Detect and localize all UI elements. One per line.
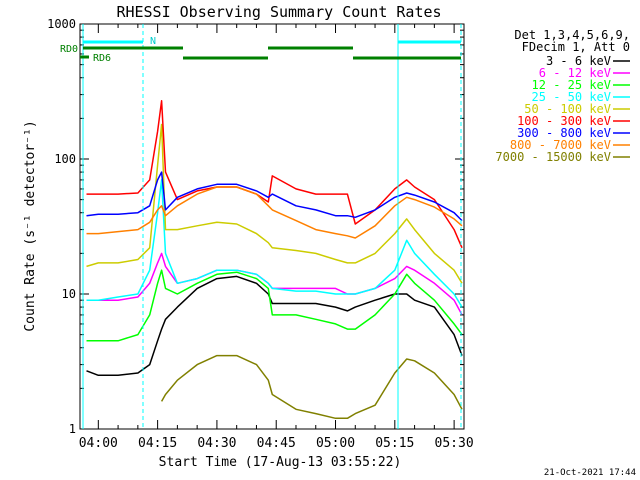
x-tick-label: 04:00 — [79, 436, 118, 451]
x-tick-label: 04:45 — [257, 436, 296, 451]
series-line-7 — [86, 186, 463, 239]
footer-timestamp: 21-Oct-2021 17:44 — [544, 468, 636, 478]
y-tick-label: 1000 — [47, 17, 76, 31]
series-line-4 — [86, 123, 463, 284]
night-label: N — [150, 36, 156, 47]
legend-header-line-1: Det 1,3,4,5,6,9, — [514, 28, 630, 42]
y-axis-label: Count Rate (s⁻¹ detector⁻¹) — [23, 120, 38, 331]
series-line-6 — [86, 171, 463, 222]
series-line-5 — [86, 100, 463, 249]
legend-label-1: 6 - 12 keV — [539, 66, 611, 80]
x-tick-label: 04:15 — [138, 436, 177, 451]
chart-title: RHESSI Observing Summary Count Rates — [116, 3, 441, 21]
legend-label-7: 800 - 7000 keV — [510, 138, 611, 152]
series-line-3 — [86, 179, 463, 308]
legend-label-6: 300 - 800 keV — [517, 126, 611, 140]
series-line-2 — [86, 269, 463, 342]
plot-area — [86, 100, 463, 420]
y-axis: 1 10 100 1000 — [47, 17, 464, 436]
rd6-label: RD6 — [93, 53, 111, 64]
legend-label-4: 50 - 100 keV — [524, 102, 611, 116]
legend-label-2: 12 - 25 keV — [532, 78, 611, 92]
legend-label-0: 3 - 6 keV — [546, 54, 611, 68]
y-tick-label: 100 — [54, 152, 76, 166]
overlay-bars: RD0 RD6 N — [60, 24, 462, 429]
x-tick-label: 05:30 — [435, 436, 474, 451]
x-tick-label: 04:30 — [197, 436, 236, 451]
x-axis-label: Start Time (17-Aug-13 03:55:22) — [159, 455, 402, 470]
rd0-label: RD0 — [60, 44, 78, 55]
series-line-8 — [160, 354, 463, 420]
y-tick-label: 1 — [69, 422, 76, 436]
series-line-0 — [86, 275, 463, 377]
x-axis: 04:00 04:15 04:30 04:45 05:00 05:15 05:30 — [79, 24, 474, 451]
legend-label-8: 7000 - 15000 keV — [495, 150, 611, 164]
legend-label-5: 100 - 300 keV — [517, 114, 611, 128]
legend-header-line-2: FDecim 1, Att 0 — [522, 40, 630, 54]
y-tick-label: 10 — [62, 287, 76, 301]
legend: Det 1,3,4,5,6,9, FDecim 1, Att 0 3 - 6 k… — [495, 28, 630, 164]
x-tick-label: 05:15 — [375, 436, 414, 451]
legend-label-3: 25 - 50 keV — [532, 90, 611, 104]
plot-frame — [79, 23, 465, 430]
x-tick-label: 05:00 — [316, 436, 355, 451]
